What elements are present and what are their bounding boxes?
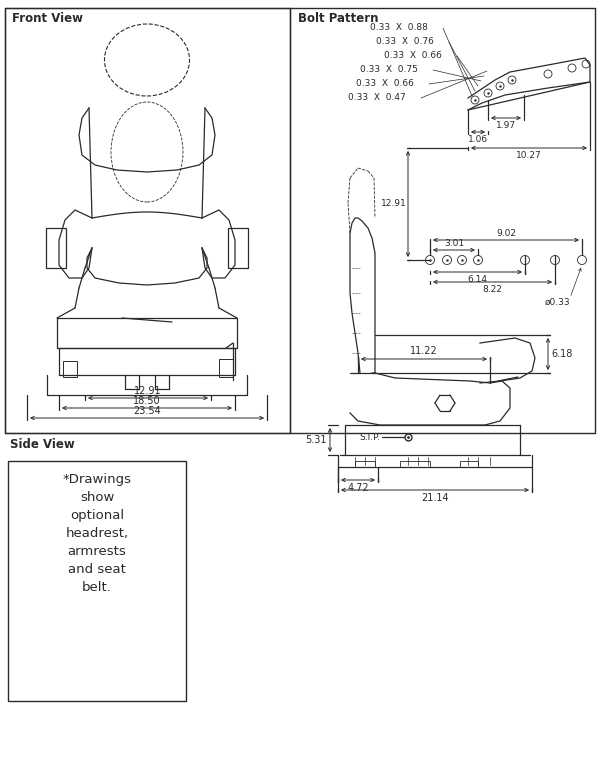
Text: 0.33  X  0.66: 0.33 X 0.66 <box>356 79 414 89</box>
Text: 23.54: 23.54 <box>133 406 161 416</box>
Text: 12.91: 12.91 <box>134 386 162 396</box>
Text: 1.06: 1.06 <box>468 134 488 143</box>
Text: Front View: Front View <box>12 11 83 24</box>
Bar <box>400 461 430 467</box>
Text: 0.33  X  0.76: 0.33 X 0.76 <box>376 37 434 47</box>
Text: Bolt Pattern: Bolt Pattern <box>298 11 379 24</box>
Text: 3.01: 3.01 <box>444 239 464 247</box>
Text: 9.02: 9.02 <box>496 228 516 237</box>
Text: 0.33  X  0.88: 0.33 X 0.88 <box>370 24 428 33</box>
Text: Side View: Side View <box>10 439 75 452</box>
Bar <box>219 359 233 377</box>
Text: 0.33  X  0.66: 0.33 X 0.66 <box>384 51 442 60</box>
Text: S.I.P.: S.I.P. <box>359 433 380 442</box>
Text: 1.97: 1.97 <box>496 121 516 130</box>
Bar <box>355 461 375 467</box>
Text: *Drawings
show
optional
headrest,
armrests
and seat
belt.: *Drawings show optional headrest, armres… <box>62 473 131 594</box>
Text: 4.72: 4.72 <box>347 483 369 493</box>
Text: 10.27: 10.27 <box>516 150 542 159</box>
Text: 6.14: 6.14 <box>467 275 487 284</box>
Text: 0.33  X  0.75: 0.33 X 0.75 <box>360 66 418 75</box>
Bar <box>5 8 290 433</box>
Bar <box>8 461 186 701</box>
Bar <box>63 361 77 377</box>
Bar <box>46 228 66 268</box>
Text: ø0.33: ø0.33 <box>545 298 571 307</box>
Text: 21.14: 21.14 <box>421 493 449 503</box>
Text: 6.18: 6.18 <box>551 349 572 359</box>
Bar <box>228 228 248 268</box>
Bar <box>460 461 478 467</box>
Text: 8.22: 8.22 <box>482 285 502 294</box>
Text: 18.50: 18.50 <box>133 396 161 406</box>
Text: 12.91: 12.91 <box>381 199 407 208</box>
Text: 5.31: 5.31 <box>305 435 327 445</box>
Text: 0.33  X  0.47: 0.33 X 0.47 <box>348 94 406 102</box>
Text: 11.22: 11.22 <box>410 346 438 356</box>
